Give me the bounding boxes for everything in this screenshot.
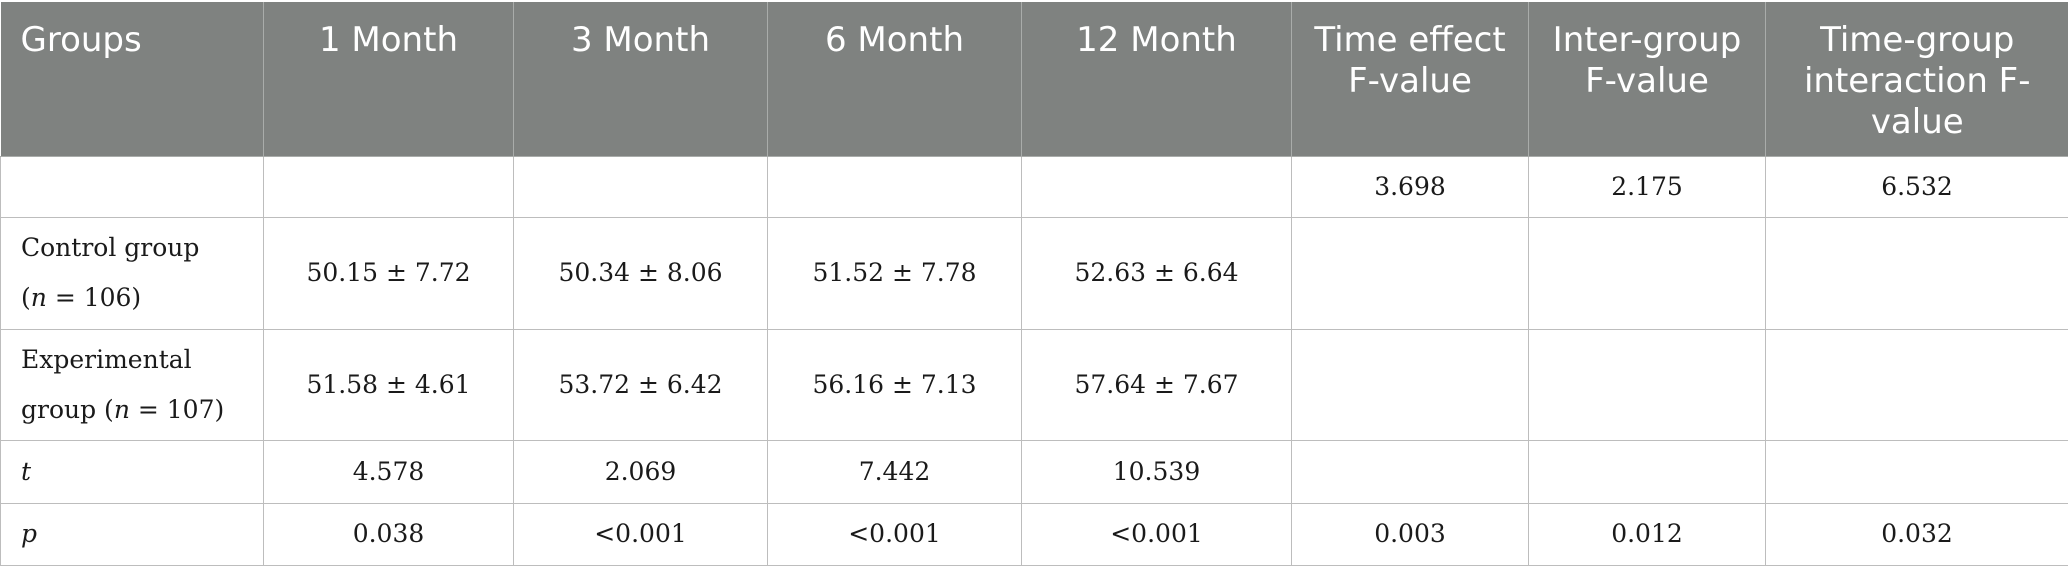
table-cell [1291,440,1529,504]
header-groups: Groups [0,2,264,157]
table-row: t 4.578 2.069 7.442 10.539 [0,440,2068,504]
table-row: p 0.038 <0.001 <0.001 <0.001 0.003 0.012… [0,502,2068,567]
table-cell: 10.539 [1021,440,1292,504]
row-label-line2-pre: group ( [21,394,114,424]
row-label-line2-post: = 107) [129,394,225,424]
table-cell: 2.069 [513,440,768,504]
table-cell: 51.58 ± 4.61 [263,328,514,442]
table-cell: 0.003 [1291,502,1529,567]
header-3-month: 3 Month [513,2,768,157]
table-cell: 2.175 [1528,155,1766,218]
table-cell: <0.001 [1021,502,1292,567]
table-cell: 3.698 [1291,155,1529,218]
table-cell: <0.001 [767,502,1022,567]
table-row: 3.698 2.175 6.532 [0,155,2068,218]
table-row: Experimental group (n = 107) 51.58 ± 4.61… [0,328,2068,442]
table-cell: 57.64 ± 7.67 [1021,328,1292,442]
table-cell: 53.72 ± 6.42 [513,328,768,442]
row-label-line1: Control group [21,233,200,263]
row-label [0,155,264,218]
table-cell: 0.032 [1765,502,2068,567]
header-12-month: 12 Month [1021,2,1292,157]
results-table: Groups 1 Month 3 Month 6 Month 12 Month … [0,2,2068,567]
row-label-line1: Experimental [21,344,192,374]
header-row: Groups 1 Month 3 Month 6 Month 12 Month … [0,2,2068,157]
table-cell [1291,216,1529,330]
row-label-line2-var: n [30,283,47,313]
header-6-month: 6 Month [767,2,1022,157]
row-label-p: p [0,502,264,567]
table-cell [1765,216,2068,330]
table-cell: 4.578 [263,440,514,504]
table-cell [1528,440,1766,504]
table-cell: 0.038 [263,502,514,567]
table-cell: 56.16 ± 7.13 [767,328,1022,442]
row-label-line2-post: = 106) [46,283,142,313]
table-cell: 6.532 [1765,155,2068,218]
table-cell: 51.52 ± 7.78 [767,216,1022,330]
table-cell: 52.63 ± 6.64 [1021,216,1292,330]
row-label-experimental: Experimental group (n = 107) [0,328,264,442]
table-cell [1528,216,1766,330]
table-cell: 7.442 [767,440,1022,504]
header-time-effect: Time effect F-value [1291,2,1529,157]
table-cell [1528,328,1766,442]
table-cell [1021,155,1292,218]
row-label-t: t [0,440,264,504]
table-cell [513,155,768,218]
table-cell [1291,328,1529,442]
table-cell: 50.34 ± 8.06 [513,216,768,330]
table-cell [1765,328,2068,442]
table-row: Control group (n = 106) 50.15 ± 7.72 50.3… [0,216,2068,330]
table-cell [263,155,514,218]
header-1-month: 1 Month [263,2,514,157]
row-label-line2-pre: ( [21,283,31,313]
header-inter-group: Inter-group F-value [1528,2,1766,157]
row-label-line2-var: n [113,394,130,424]
row-label-control: Control group (n = 106) [0,216,264,330]
table-cell [1765,440,2068,504]
table-cell: 0.012 [1528,502,1766,567]
table-cell: <0.001 [513,502,768,567]
header-interaction: Time-group interaction F-value [1765,2,2068,157]
table-cell [767,155,1022,218]
table-cell: 50.15 ± 7.72 [263,216,514,330]
